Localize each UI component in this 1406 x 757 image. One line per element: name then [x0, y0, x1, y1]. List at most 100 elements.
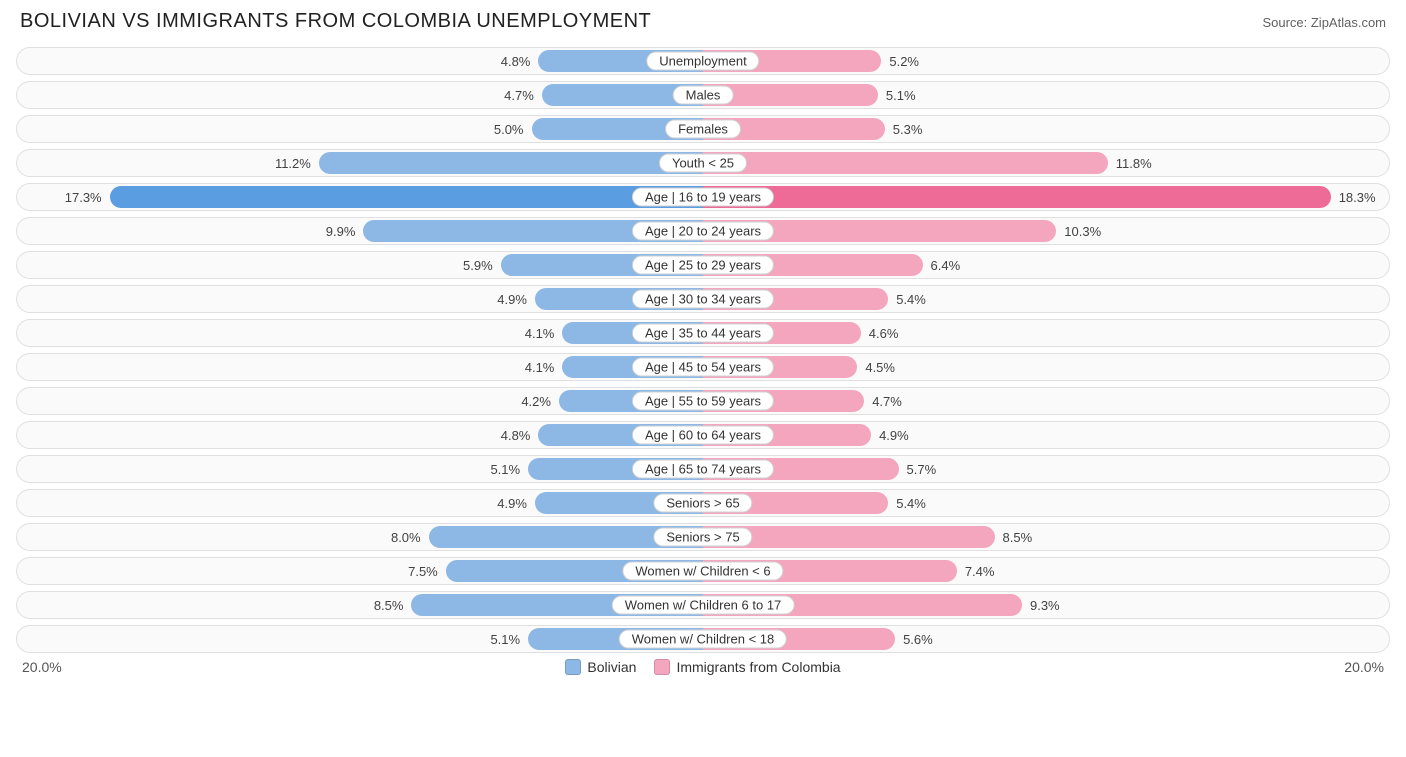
bar-wrap-left: 4.8%	[17, 424, 703, 446]
category-label: Seniors > 65	[653, 494, 752, 513]
value-left: 9.9%	[318, 224, 364, 239]
bar-wrap-right: 4.6%	[703, 322, 1389, 344]
bar-wrap-right: 11.8%	[703, 152, 1389, 174]
category-label: Age | 60 to 64 years	[632, 426, 774, 445]
bar-left	[110, 186, 703, 208]
category-label: Unemployment	[646, 52, 759, 71]
bar-wrap-left: 17.3%	[17, 186, 703, 208]
bar-wrap-right: 6.4%	[703, 254, 1389, 276]
bar-wrap-left: 4.1%	[17, 356, 703, 378]
category-label: Age | 65 to 74 years	[632, 460, 774, 479]
chart-row: 4.9% 5.4% Age | 30 to 34 years	[16, 285, 1390, 313]
value-right: 4.7%	[864, 394, 910, 409]
chart-row: 5.1%5.6%Women w/ Children < 18	[16, 625, 1390, 653]
bar-wrap-right: 4.9%	[703, 424, 1389, 446]
bar-wrap-right: 4.5%	[703, 356, 1389, 378]
value-right: 8.5%	[995, 530, 1041, 545]
bar-wrap-left: 4.7%	[17, 84, 703, 106]
bar-wrap-right: 5.4%	[703, 288, 1389, 310]
value-left: 8.5%	[366, 598, 412, 613]
bar-wrap-right: 18.3%	[703, 186, 1389, 208]
category-label: Age | 55 to 59 years	[632, 392, 774, 411]
bar-wrap-right: 8.5%	[703, 526, 1389, 548]
value-right: 10.3%	[1056, 224, 1109, 239]
axis-max-right: 20.0%	[1344, 659, 1384, 675]
value-right: 18.3%	[1331, 190, 1384, 205]
value-right: 6.4%	[923, 258, 969, 273]
chart-row: 4.9% 5.4% Seniors > 65	[16, 489, 1390, 517]
legend-label-left: Bolivian	[587, 659, 636, 675]
chart-footer: 20.0% Bolivian Immigrants from Colombia …	[16, 659, 1390, 675]
value-left: 5.1%	[482, 632, 528, 647]
value-right: 5.2%	[881, 54, 927, 69]
chart-source: Source: ZipAtlas.com	[1262, 15, 1386, 30]
chart-row: 5.0%5.3%Females	[16, 115, 1390, 143]
bar-wrap-right: 4.7%	[703, 390, 1389, 412]
legend-swatch-right	[654, 659, 670, 675]
legend: Bolivian Immigrants from Colombia	[565, 659, 840, 675]
bar-wrap-left: 4.9%	[17, 288, 703, 310]
chart-row: 5.9%6.4%Age | 25 to 29 years	[16, 251, 1390, 279]
axis-max-left: 20.0%	[22, 659, 62, 675]
chart-area: 4.8% 5.2% Unemployment 4.7% 5.1% Males 5.0%5.3…	[16, 47, 1390, 653]
value-left: 4.9%	[489, 496, 535, 511]
chart-row: 4.2% 4.7% Age | 55 to 59 years	[16, 387, 1390, 415]
bar-left	[319, 152, 703, 174]
chart-row: 4.1%4.5%Age | 45 to 54 years	[16, 353, 1390, 381]
category-label: Age | 30 to 34 years	[632, 290, 774, 309]
value-left: 5.9%	[455, 258, 501, 273]
chart-row: 4.8% 4.9% Age | 60 to 64 years	[16, 421, 1390, 449]
value-right: 5.7%	[899, 462, 945, 477]
bar-wrap-right: 5.4%	[703, 492, 1389, 514]
value-right: 5.4%	[888, 292, 934, 307]
value-left: 11.2%	[267, 156, 319, 171]
chart-row: 8.5% 9.3% Women w/ Children 6 to 17	[16, 591, 1390, 619]
bar-wrap-right: 5.7%	[703, 458, 1389, 480]
bar-wrap-right: 5.6%	[703, 628, 1389, 650]
category-label: Age | 35 to 44 years	[632, 324, 774, 343]
value-left: 8.0%	[383, 530, 429, 545]
bar-wrap-left: 8.0%	[17, 526, 703, 548]
value-right: 4.9%	[871, 428, 917, 443]
value-left: 4.1%	[517, 360, 563, 375]
category-label: Age | 16 to 19 years	[632, 188, 774, 207]
category-label: Seniors > 75	[653, 528, 752, 547]
value-right: 9.3%	[1022, 598, 1068, 613]
value-left: 4.2%	[513, 394, 559, 409]
legend-item-left: Bolivian	[565, 659, 636, 675]
bar-right	[703, 152, 1108, 174]
bar-wrap-left: 5.9%	[17, 254, 703, 276]
value-left: 4.9%	[489, 292, 535, 307]
value-right: 5.1%	[878, 88, 924, 103]
bar-wrap-right: 7.4%	[703, 560, 1389, 582]
value-right: 5.4%	[888, 496, 934, 511]
legend-label-right: Immigrants from Colombia	[676, 659, 840, 675]
value-right: 7.4%	[957, 564, 1003, 579]
category-label: Females	[665, 120, 741, 139]
bar-wrap-left: 4.1%	[17, 322, 703, 344]
chart-row: 7.5% 7.4% Women w/ Children < 6	[16, 557, 1390, 585]
bar-wrap-left: 4.9%	[17, 492, 703, 514]
value-left: 7.5%	[400, 564, 446, 579]
category-label: Males	[673, 86, 734, 105]
category-label: Age | 20 to 24 years	[632, 222, 774, 241]
bar-wrap-left: 11.2%	[17, 152, 703, 174]
bar-right	[703, 186, 1331, 208]
value-left: 5.0%	[486, 122, 532, 137]
legend-swatch-left	[565, 659, 581, 675]
bar-wrap-right: 10.3%	[703, 220, 1389, 242]
bar-wrap-left: 5.0%	[17, 118, 703, 140]
bar-wrap-left: 5.1%	[17, 458, 703, 480]
chart-row: 11.2%11.8%Youth < 25	[16, 149, 1390, 177]
chart-row: 9.9% 10.3% Age | 20 to 24 years	[16, 217, 1390, 245]
bar-wrap-right: 5.2%	[703, 50, 1389, 72]
category-label: Women w/ Children < 6	[622, 562, 783, 581]
bar-wrap-right: 9.3%	[703, 594, 1389, 616]
bar-wrap-left: 5.1%	[17, 628, 703, 650]
chart-row: 4.8%5.2%Unemployment	[16, 47, 1390, 75]
value-left: 4.1%	[517, 326, 563, 341]
bar-wrap-right: 5.1%	[703, 84, 1389, 106]
chart-row: 8.0% 8.5% Seniors > 75	[16, 523, 1390, 551]
value-left: 4.8%	[493, 428, 539, 443]
category-label: Women w/ Children 6 to 17	[612, 596, 795, 615]
